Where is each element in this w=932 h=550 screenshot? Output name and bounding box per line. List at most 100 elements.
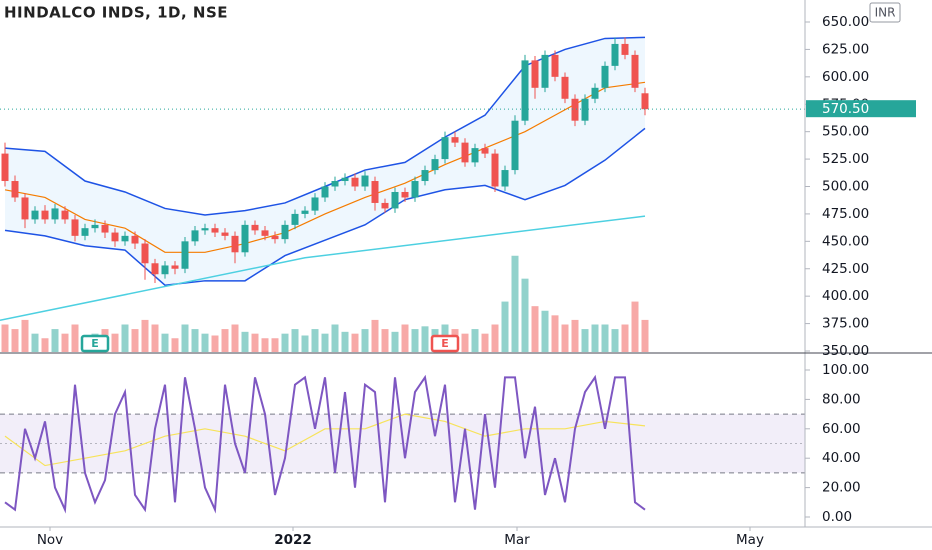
candle-body [31,210,39,220]
volume-bar [331,324,339,352]
y-tick-label: 0.00 [822,509,852,525]
y-tick-label: 375.00 [822,316,869,332]
volume-bar [151,324,159,352]
candle-body [371,181,379,203]
volume-bar [461,333,469,352]
x-tick-label: May [736,532,764,548]
volume-bar [131,329,139,352]
candle-body [331,181,339,187]
volume-bar [271,338,279,352]
volume-bar [361,329,369,352]
volume-bar [621,324,629,352]
volume-bar [171,338,179,352]
candle-body [261,230,269,236]
volume-bar [501,301,509,352]
y-tick-label: 525.00 [822,151,869,167]
volume-bar [71,324,79,352]
candle-body [341,177,349,182]
volume-bar [491,324,499,352]
candle-body [411,181,419,198]
candle-body [171,265,179,269]
y-tick-label: 500.00 [822,179,869,195]
candle-body [211,228,219,233]
candle-body [471,148,479,163]
y-tick-label: 475.00 [822,206,869,222]
candle-body [251,224,259,231]
volume-bar [181,324,189,352]
band-line [0,215,646,322]
y-tick-label: 100.00 [822,362,869,378]
candle-body [111,232,119,242]
band-line [4,81,646,253]
volume-bar [351,333,359,352]
candle-body [491,153,499,187]
volume-bar [381,329,389,352]
volume-bar [191,329,199,352]
volume-bar [211,335,219,352]
candle-body [191,230,199,242]
candle-body [281,224,289,240]
volume-bar [291,329,299,352]
volume-bar [111,333,119,352]
y-tick-label: 625.00 [822,41,869,57]
volume-bar [551,315,559,352]
candle-body [611,43,619,66]
candle-body [301,210,309,214]
candle-body [91,224,99,229]
volume-bar [571,319,579,352]
x-tick-label: 2022 [274,532,312,548]
y-tick-label: 425.00 [822,261,869,277]
volume-bar [321,333,329,352]
candle-body [541,54,549,88]
volume-bar [41,338,49,352]
volume-bar [471,329,479,352]
volume-bar [341,331,349,352]
y-tick-label: 40.00 [822,450,861,466]
volume-bar [51,329,59,352]
volume-bar [601,324,609,352]
y-tick-label: 20.00 [822,480,861,496]
candle-body [21,197,29,220]
volume-bar [371,319,379,352]
candle-body [591,87,599,99]
volume-bar [281,333,289,352]
volume-bar [641,319,649,352]
y-tick-label: 450.00 [822,233,869,249]
candle-body [321,186,329,198]
candle-body [431,159,439,171]
candle-body [41,210,49,220]
candle-body [461,142,469,163]
candle-body [601,65,609,88]
volume-bar [31,333,39,352]
currency[interactable]: INR [875,6,896,20]
candle-body [71,219,79,236]
y-tick-label: 400.00 [822,288,869,304]
candle-body [231,235,239,253]
candle-body [441,137,449,160]
x-tick-label: Mar [504,532,530,548]
volume-bar [301,335,309,352]
volume-bar [421,326,429,352]
volume-bar [521,278,529,352]
candle-body [361,175,369,187]
candle-body [641,93,649,110]
candle-body [101,224,109,233]
candle-body [81,228,89,236]
currency-box[interactable] [869,2,901,23]
band-fill [5,37,645,286]
band-line [4,127,646,286]
volume-bar [11,329,19,352]
candle-body [501,170,509,187]
earnings-label: E [91,337,99,350]
candle-body [571,98,579,121]
volume-bar [251,333,259,352]
price-axis: 350.00 375.00 400.00 425.00 450.00 475.00 500.… [37,14,916,548]
volume-bar [21,319,29,352]
candle-body [551,54,559,77]
volume-bar [121,324,129,352]
volume-bar [561,324,569,352]
earnings-label: E [441,337,449,350]
candle-body [531,60,539,88]
chart-title: HINDALCO INDS, 1D, NSE [4,4,228,22]
